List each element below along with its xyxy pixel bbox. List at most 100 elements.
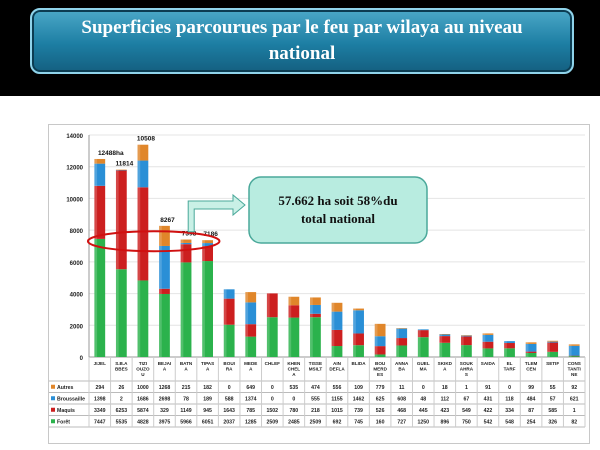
y-tick-label: 4000 — [70, 293, 84, 299]
y-tick-label: 12000 — [66, 166, 83, 172]
table-cell: 78 — [183, 396, 189, 402]
table-cell: 585 — [548, 408, 557, 414]
bar-highlight — [115, 169, 119, 357]
table-cell: 2509 — [267, 419, 279, 425]
bar-segment-maquis — [439, 336, 451, 343]
table-cell: 431 — [484, 396, 493, 402]
bar-segment-broussaille — [223, 289, 235, 299]
y-tick-label: 10000 — [66, 197, 83, 203]
bar-segment-maquis — [374, 346, 386, 355]
bar-total-label: 7398 — [182, 231, 197, 238]
table-cell: 0 — [508, 385, 511, 391]
table-cell: 548 — [505, 419, 514, 425]
table-cell: 294 — [95, 385, 104, 391]
callout-text: 57.662 ha soit 58%du total national — [278, 193, 397, 226]
table-cell: 1374 — [245, 396, 257, 402]
x-tick-label: BOU MERD ES — [373, 361, 387, 377]
table-cell: 1398 — [94, 396, 106, 402]
bar-segment-foret — [482, 348, 494, 357]
bar-segment-foret — [417, 337, 429, 357]
table-cell: 254 — [527, 419, 536, 425]
bar-segment-foret — [159, 293, 170, 357]
table-cell: 1462 — [353, 396, 365, 402]
bar-segment-autres — [525, 342, 537, 344]
table-cell: 55 — [550, 385, 556, 391]
table-cell: 0 — [292, 396, 295, 402]
table-cell: 625 — [376, 396, 385, 402]
bar-highlight — [504, 341, 507, 357]
x-tick-label: JIJEL — [94, 361, 106, 366]
bar-segment-broussaille — [439, 334, 451, 337]
bar-highlight — [245, 292, 249, 357]
bar-total-label: 8267 — [160, 217, 175, 224]
table-cell: 1285 — [245, 419, 257, 425]
bar-segment-autres — [331, 302, 343, 312]
y-tick-label: 8000 — [70, 229, 84, 235]
bar-segment-foret — [525, 352, 537, 357]
y-tick-label: 6000 — [70, 261, 84, 267]
bar-segment-broussaille — [568, 345, 580, 356]
bar-segment-broussaille — [547, 341, 559, 343]
table-cell: 474 — [311, 385, 320, 391]
table-cell: 118 — [505, 396, 513, 402]
table-cell: 160 — [376, 419, 385, 425]
legend-label: Forêt — [57, 419, 70, 425]
table-cell: 945 — [203, 408, 212, 414]
bar-segment-autres — [245, 292, 257, 303]
bar-total-label: 12488ha — [98, 150, 124, 157]
bar-segment-autres — [137, 144, 149, 161]
table-cell: 82 — [571, 419, 577, 425]
bar-highlight — [353, 308, 356, 357]
table-cell: 2037 — [223, 419, 235, 425]
legend-swatch-maquis — [51, 407, 55, 412]
bar-segment-autres — [288, 296, 300, 306]
bar-segment-maquis — [94, 185, 106, 239]
bar-segment-foret — [353, 345, 364, 357]
x-tick-label: SKIKD A — [438, 361, 453, 372]
table-cell: 549 — [462, 408, 471, 414]
table-cell: 1686 — [137, 396, 149, 402]
bar-highlight — [331, 302, 335, 357]
bar-highlight — [568, 344, 572, 357]
bar-segment-foret — [439, 342, 451, 357]
x-tick-label: BEJAI A — [158, 361, 172, 372]
legend-swatch-broussaille — [51, 396, 55, 401]
x-tick-label: KHEN CHEL A — [287, 361, 301, 377]
table-cell: 2698 — [159, 396, 171, 402]
table-cell: 423 — [440, 408, 449, 414]
table-cell: 182 — [203, 385, 212, 391]
bar-segment-autres — [547, 340, 559, 342]
table-cell: 621 — [570, 396, 579, 402]
bar-highlight — [202, 240, 205, 357]
bar-segment-broussaille — [137, 160, 149, 188]
bar-segment-broussaille — [202, 243, 213, 247]
table-cell: 535 — [290, 385, 299, 391]
table-cell: 484 — [527, 396, 536, 402]
y-tick-label: 0 — [80, 356, 84, 362]
bar-segment-autres — [94, 158, 106, 164]
bar-segment-maquis — [547, 342, 559, 352]
table-cell: 745 — [354, 419, 363, 425]
bar-highlight — [482, 333, 486, 357]
bar-segment-maquis — [180, 244, 192, 263]
bar-segment-broussaille — [525, 343, 537, 352]
table-cell: 555 — [311, 396, 320, 402]
bar-segment-foret — [568, 355, 580, 357]
bar-segment-autres — [202, 240, 213, 244]
bar-segment-broussaille — [115, 170, 127, 171]
bar-segment-maquis — [525, 351, 537, 353]
table-cell: 2485 — [288, 419, 300, 425]
table-cell: 727 — [397, 419, 406, 425]
table-cell: 57 — [550, 396, 556, 402]
bar-segment-foret — [223, 324, 235, 357]
bar-highlight — [180, 239, 184, 357]
bar-segment-autres — [439, 334, 451, 335]
table-cell: 218 — [311, 408, 320, 414]
bar-segment-broussaille — [310, 304, 321, 314]
bar-segment-maquis — [310, 313, 321, 318]
table-cell: 326 — [548, 419, 557, 425]
bar-highlight — [547, 340, 550, 357]
bar-segment-broussaille — [331, 311, 343, 330]
x-tick-label: SOUK AHRA S — [460, 361, 474, 377]
legend-label: Maquis — [57, 408, 75, 414]
